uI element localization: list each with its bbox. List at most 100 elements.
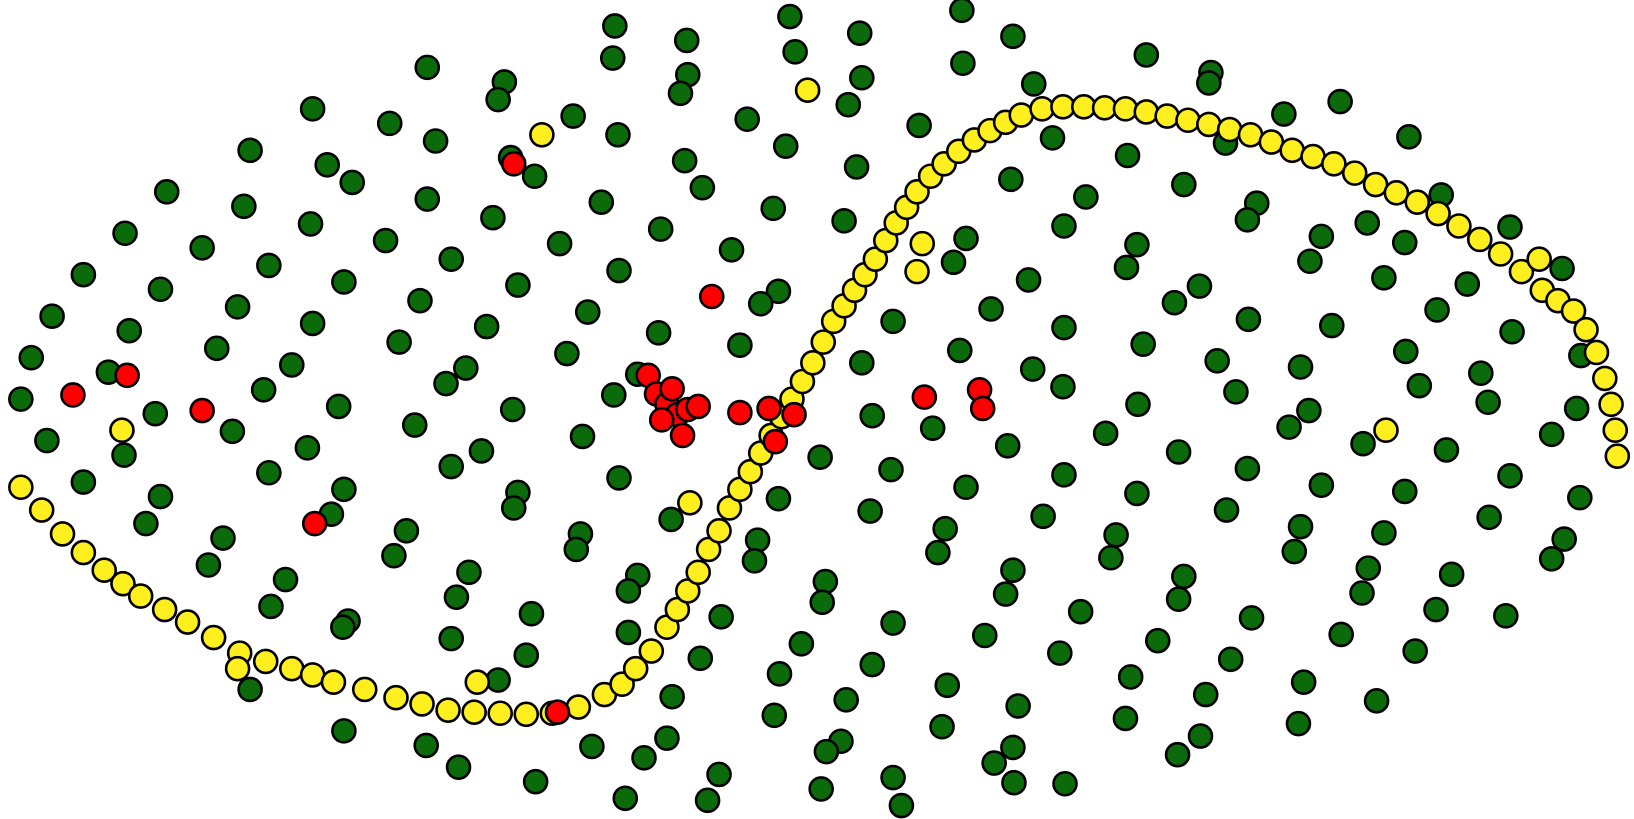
point [231,193,257,220]
point [734,106,760,133]
point [953,474,979,501]
point [667,80,694,107]
point [1235,306,1262,333]
point [1165,439,1192,465]
point [500,495,527,521]
point [849,350,875,376]
point [772,133,799,159]
point [18,344,45,371]
point [1050,373,1076,400]
point [1363,688,1390,714]
point [1223,379,1249,405]
point [1350,430,1376,457]
point [981,750,1007,776]
point [727,399,753,426]
point [880,610,906,636]
point [1047,640,1073,666]
point [1508,258,1535,285]
point [950,50,976,77]
point [673,27,700,54]
point [237,137,263,164]
point [435,697,461,723]
point [1297,248,1323,275]
point [1391,478,1418,505]
point [1130,331,1156,357]
point [210,525,236,551]
point [777,3,803,30]
point [1526,246,1552,272]
point [600,382,627,408]
point [605,121,631,148]
point [807,444,833,470]
point [299,662,326,688]
point [407,287,433,314]
point [372,227,399,254]
point [932,515,958,542]
point [1287,513,1314,540]
point [464,669,491,695]
point [909,230,936,257]
point [297,211,324,237]
point [685,559,712,586]
point [224,294,251,320]
point [1349,580,1375,606]
point [401,412,428,438]
point [256,252,282,279]
point [1446,213,1472,239]
point [1371,520,1397,546]
point [1560,298,1587,324]
point [518,600,545,627]
point [294,435,321,461]
point [929,713,955,740]
point [1124,231,1150,258]
point [606,257,632,284]
point [1475,389,1501,416]
point [1583,339,1610,366]
point [1287,354,1314,380]
point [331,718,357,744]
point [153,178,180,205]
point [174,609,201,635]
point [438,453,465,480]
point [677,490,703,516]
point [485,667,511,693]
point [1341,160,1368,186]
point [133,510,159,537]
point [91,557,118,583]
point [1271,101,1297,127]
point [658,506,684,533]
point [1217,646,1244,673]
point [1602,417,1629,444]
point [237,676,263,703]
point [1175,107,1201,134]
point [1000,734,1026,761]
point [1008,102,1035,128]
point [599,45,626,71]
point [1051,213,1077,239]
point [529,121,555,148]
point [978,296,1004,322]
point [1112,705,1139,732]
point [1020,71,1047,97]
point [1468,360,1494,387]
point [782,39,808,65]
point [565,694,592,720]
point [919,415,946,441]
point [1424,297,1450,323]
point [1327,88,1353,115]
point [622,655,649,682]
point [1114,142,1141,169]
point [654,725,680,751]
point [331,476,357,503]
point [934,672,961,699]
point [1051,314,1077,341]
point [615,578,642,604]
point [1144,627,1171,654]
point [1092,420,1119,447]
point [485,86,511,113]
point [438,625,465,652]
point [1604,443,1631,469]
point [835,91,862,118]
point [949,0,975,24]
point [1029,96,1055,122]
